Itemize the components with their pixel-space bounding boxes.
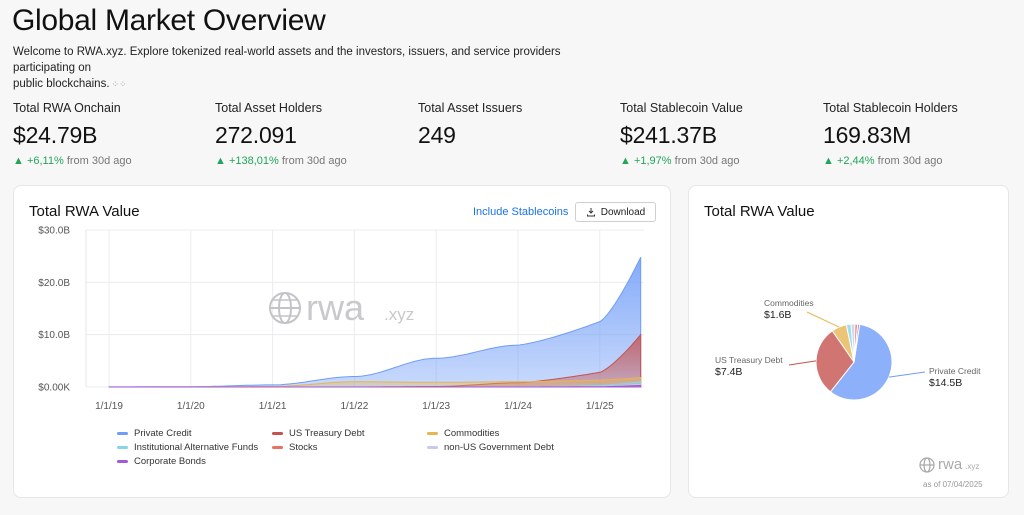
pie-label-name: Private Credit [929,366,981,376]
pie-label-value: $7.4B [715,366,742,378]
watermark-text: rwa [938,456,963,473]
watermark-text: rwa [306,287,365,328]
legend-swatch [272,432,283,435]
stat-total-asset-holders: Total Asset Holders 272.091 ▲ +138,01% f… [215,101,405,167]
stat-label: Total Asset Holders [215,101,322,115]
pie-slice-corporate-bonds[interactable] [853,323,861,363]
stat-total-rwa-onchain: Total RWA Onchain $24.79B ▲ +6,11% from … [13,101,203,167]
stat-change: ▲ +138,01% from 30d ago [215,155,347,167]
x-tick-label: 1/1/22 [340,401,368,412]
total-rwa-value-chart-card: Total RWA Value Include Stablecoins Down… [13,185,671,498]
download-button[interactable]: Download [575,202,656,222]
y-tick-label: $20.0B [38,278,70,289]
legend-swatch [272,446,283,449]
stat-label: Total Asset Issuers [418,101,523,115]
download-label: Download [600,206,646,218]
globe-icon [269,292,301,324]
y-tick-label: $0.00K [38,383,70,394]
pie-label-connector [788,360,817,366]
chart-watermark: rwa .xyz [269,287,414,328]
area-series [108,256,642,388]
watermark-subtext: .xyz [965,462,980,471]
stat-total-stablecoin-value: Total Stablecoin Value $241.37B ▲ +1,97%… [620,101,810,167]
up-arrow-icon: ▲ [823,155,834,167]
chart-axes: $0.00K $10.0B $20.0B $30.0B 1/1/19 1/1/20 1/1/… [38,226,614,413]
stat-total-asset-issuers: Total Asset Issuers 249 [418,101,608,149]
y-tick-label: $10.0B [38,330,70,341]
chart-title: Total RWA Value [29,203,140,220]
x-tick-label: 1/1/23 [422,401,450,412]
watermark-subtext: .xyz [384,305,414,324]
sparkle-icon: ⁘⁘ [111,79,127,89]
x-tick-label: 1/1/20 [177,401,205,412]
pie-label-connector [806,311,840,328]
legend-item-stocks[interactable]: Stocks [272,442,318,453]
stat-value: $241.37B [620,122,717,148]
pie-label-value: $14.5B [929,377,962,389]
pie-slice-private-credit[interactable] [829,323,893,401]
area-chart: rwa .xyz $0.00K $10.0B $20.0B $30.0B 1/1/19 1… [38,226,644,413]
stat-change: ▲ +6,11% from 30d ago [13,155,132,167]
stats-row: Total RWA Onchain $24.79B ▲ +6,11% from … [13,101,1013,171]
pie-slices [815,323,893,401]
pie-chart-title: Total RWA Value [704,203,815,220]
pie-slice-us-treasury-debt[interactable] [815,330,855,393]
as-of-date: as of 07/04/2025 [923,480,983,489]
y-tick-label: $30.0B [38,226,70,237]
x-tick-label: 1/1/19 [95,401,123,412]
legend-swatch [117,446,128,449]
legend-item-corporate-bonds[interactable]: Corporate Bonds [117,456,206,467]
stat-label: Total Stablecoin Value [620,101,743,115]
stat-total-stablecoin-holders: Total Stablecoin Holders 169.83M ▲ +2,44… [823,101,1013,167]
legend-item-us-treasury-debt[interactable]: US Treasury Debt [272,428,365,439]
side-watermark: rwa .xyz [919,456,979,473]
legend-item-non-us-government-debt[interactable]: non-US Government Debt [427,442,554,453]
legend-swatch [427,446,438,449]
include-stablecoins-link[interactable]: Include Stablecoins [473,206,569,218]
download-icon [586,208,595,217]
legend-swatch [117,432,128,435]
stat-value: 272.091 [215,122,297,148]
subtitle-line-2: public blockchains. ⁘⁘ [13,78,127,90]
pie-label-name: US Treasury Debt [715,355,783,365]
pie-labels: Private Credit$14.5B US Treasury Debt$7.4… [715,298,981,389]
legend-swatch [117,460,128,463]
legend-item-institutional-alternative-funds[interactable]: Institutional Alternative Funds [117,442,258,453]
pie-label-name: Commodities [764,298,814,308]
x-tick-label: 1/1/21 [259,401,287,412]
chart-legend: Private Credit US Treasury Debt Commodit… [117,428,597,478]
stat-value: 249 [418,122,456,148]
area-corporate-bonds[interactable] [109,384,642,388]
stat-change: ▲ +2,44% from 30d ago [823,155,943,167]
x-tick-label: 1/1/24 [504,401,532,412]
stat-change: ▲ +1,97% from 30d ago [620,155,740,167]
page-title: Global Market Overview [12,4,326,37]
area-private-credit[interactable] [108,256,642,388]
stat-label: Total Stablecoin Holders [823,101,958,115]
subtitle-line-1: Welcome to RWA.xyz. Explore tokenized re… [13,46,561,74]
up-arrow-icon: ▲ [13,155,24,167]
up-arrow-icon: ▲ [620,155,631,167]
legend-item-private-credit[interactable]: Private Credit [117,428,192,439]
pie-label-connector [888,371,926,378]
up-arrow-icon: ▲ [215,155,226,167]
legend-item-commodities[interactable]: Commodities [427,428,499,439]
x-tick-label: 1/1/25 [586,401,614,412]
total-rwa-value-pie-card: Total RWA Value Private Credit $14.5B US T… [688,185,1009,498]
stat-value: 169.83M [823,122,912,148]
legend-swatch [427,432,438,435]
globe-icon [919,456,935,473]
stat-label: Total RWA Onchain [13,101,121,115]
pie-label-value: $1.6B [764,309,791,321]
pie-chart: Private Credit$14.5B US Treasury Debt$7.4… [715,298,981,401]
stat-value: $24.79B [13,122,98,148]
page-subtitle: Welcome to RWA.xyz. Explore tokenized re… [13,44,613,92]
